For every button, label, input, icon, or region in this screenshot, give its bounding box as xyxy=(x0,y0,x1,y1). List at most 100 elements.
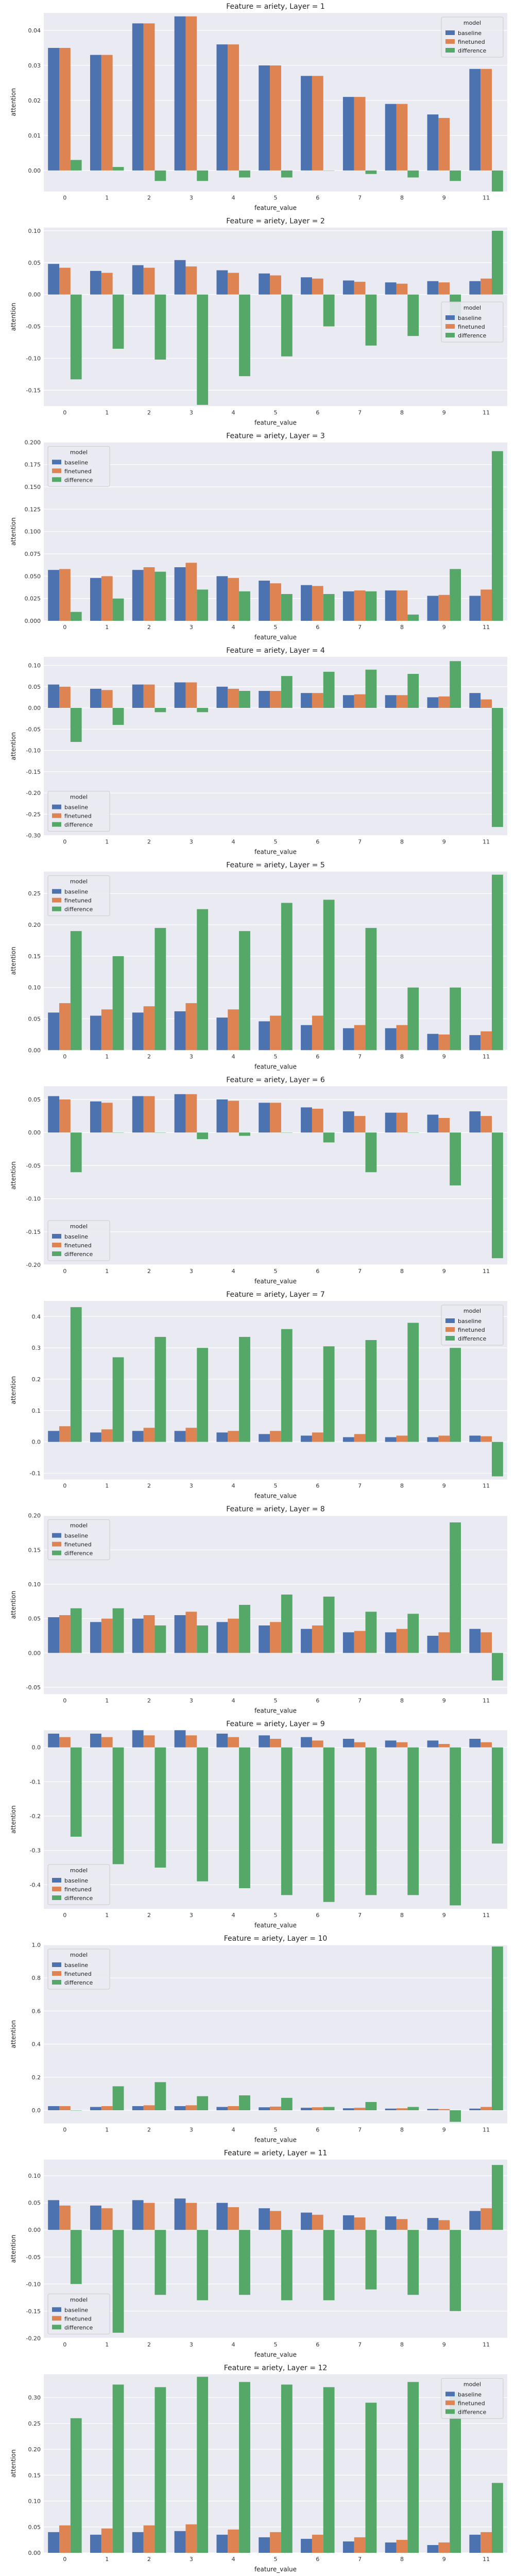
bar-difference-2 xyxy=(154,928,166,1050)
x-tick-label: 4 xyxy=(232,195,235,201)
bar-baseline-4 xyxy=(216,1622,228,1653)
bar-difference-0 xyxy=(70,612,82,621)
bar-baseline-9 xyxy=(427,2545,439,2553)
y-tick-label: 0.15 xyxy=(28,953,41,960)
y-tick-label: 0.20 xyxy=(28,1513,41,1519)
x-tick-label: 5 xyxy=(274,1483,278,1489)
y-tick-label: 0.025 xyxy=(25,596,41,602)
legend-label-finetuned: finetuned xyxy=(64,1242,92,1249)
bar-difference-8 xyxy=(407,2230,419,2295)
legend-swatch-baseline xyxy=(52,1878,61,1883)
bar-baseline-11 xyxy=(469,1035,481,1050)
bar-difference-11 xyxy=(492,1442,503,1477)
bar-finetuned-2 xyxy=(143,1428,155,1442)
legend-box xyxy=(47,1948,110,1990)
bar-difference-4 xyxy=(239,170,250,178)
legend-label-baseline: baseline xyxy=(64,1962,88,1969)
bar-difference-7 xyxy=(365,928,377,1050)
bar-difference-7 xyxy=(365,1612,377,1653)
y-tick-label: 0.10 xyxy=(28,228,41,234)
bar-difference-5 xyxy=(281,1595,293,1653)
legend-box xyxy=(47,2293,110,2334)
x-tick-label: 6 xyxy=(316,2556,319,2563)
y-tick-label: -0.15 xyxy=(26,769,41,775)
bar-baseline-3 xyxy=(174,260,186,295)
bar-difference-11 xyxy=(492,874,503,1050)
legend-swatch-baseline xyxy=(445,1318,455,1323)
bar-difference-3 xyxy=(197,1747,209,1882)
x-tick-label: 6 xyxy=(316,624,319,631)
y-axis-label: attention xyxy=(10,2020,17,2048)
y-tick-label: 0.10 xyxy=(28,2498,41,2505)
legend-label-finetuned: finetuned xyxy=(64,1971,92,1977)
bar-baseline-7 xyxy=(342,2108,354,2110)
bar-finetuned-6 xyxy=(312,1015,323,1050)
y-tick-label: 0.03 xyxy=(28,62,41,69)
bar-finetuned-9 xyxy=(438,117,450,171)
bar-difference-3 xyxy=(197,2096,209,2110)
bar-baseline-1 xyxy=(90,1101,101,1133)
x-tick-label: 11 xyxy=(483,2556,490,2563)
chart-title: Feature = ariety, Layer = 1 xyxy=(226,3,325,11)
y-tick-label: 0.3 xyxy=(32,1345,41,1351)
bar-baseline-6 xyxy=(301,1629,312,1653)
bar-difference-6 xyxy=(323,294,335,327)
x-tick-label: 2 xyxy=(147,2341,151,2348)
bar-difference-1 xyxy=(112,2230,124,2333)
x-tick-label: 4 xyxy=(232,1912,235,1919)
y-tick-label: 0.10 xyxy=(28,985,41,991)
x-tick-label: 8 xyxy=(400,409,404,416)
bar-difference-0 xyxy=(70,1747,82,1837)
x-tick-label: 0 xyxy=(63,624,66,631)
x-tick-label: 11 xyxy=(483,1697,490,1704)
bar-finetuned-0 xyxy=(59,569,71,621)
legend-label-finetuned: finetuned xyxy=(64,813,92,820)
bar-finetuned-3 xyxy=(185,1612,197,1653)
x-axis-label: feature_value xyxy=(254,1707,297,1714)
bar-baseline-1 xyxy=(90,1622,101,1653)
bar-baseline-1 xyxy=(90,270,101,295)
bar-baseline-1 xyxy=(90,1734,101,1748)
y-tick-label: -0.10 xyxy=(26,2281,41,2287)
bar-difference-11 xyxy=(492,708,503,827)
bar-difference-0 xyxy=(70,294,82,380)
bar-finetuned-1 xyxy=(101,2106,113,2110)
bar-baseline-11 xyxy=(469,1435,481,1442)
x-tick-label: 11 xyxy=(483,1268,490,1275)
y-tick-label: 0.05 xyxy=(28,1016,41,1023)
x-tick-label: 9 xyxy=(442,1912,446,1919)
x-tick-label: 11 xyxy=(483,195,490,201)
bar-baseline-1 xyxy=(90,578,101,621)
bar-baseline-1 xyxy=(90,1432,101,1442)
legend-swatch-difference xyxy=(445,333,455,337)
legend-swatch-baseline xyxy=(52,1533,61,1538)
bar-difference-9 xyxy=(450,987,461,1050)
bar-finetuned-9 xyxy=(438,2109,450,2110)
bar-baseline-3 xyxy=(174,16,186,171)
y-tick-label: 0.0 xyxy=(32,1744,41,1751)
x-tick-label: 5 xyxy=(274,2556,278,2563)
bar-finetuned-6 xyxy=(312,278,323,295)
bar-finetuned-0 xyxy=(59,1099,71,1133)
y-tick-label: -0.05 xyxy=(26,324,41,330)
bar-difference-8 xyxy=(407,674,419,708)
legend-swatch-baseline xyxy=(52,2307,61,2312)
bar-difference-6 xyxy=(323,1747,335,1902)
bar-baseline-2 xyxy=(132,1618,144,1653)
bar-difference-3 xyxy=(197,1132,209,1140)
bar-finetuned-4 xyxy=(228,2207,239,2230)
legend: model baseline finetuned difference xyxy=(441,301,504,343)
bar-baseline-7 xyxy=(342,1028,354,1050)
bar-finetuned-0 xyxy=(59,2106,71,2110)
bar-finetuned-4 xyxy=(228,578,239,621)
bar-finetuned-4 xyxy=(228,688,239,708)
x-tick-label: 7 xyxy=(358,1697,362,1704)
bar-finetuned-0 xyxy=(59,1426,71,1442)
legend-swatch-difference xyxy=(52,2325,61,2330)
legend-swatch-difference xyxy=(52,1895,61,1900)
x-tick-label: 9 xyxy=(442,2556,446,2563)
x-tick-label: 11 xyxy=(483,839,490,845)
bar-finetuned-7 xyxy=(354,1025,366,1050)
bar-baseline-4 xyxy=(216,44,228,171)
